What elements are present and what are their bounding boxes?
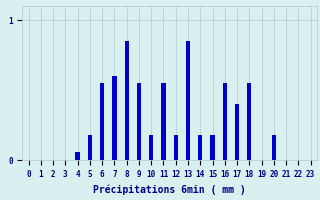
Bar bbox=[223, 83, 227, 160]
Bar bbox=[272, 135, 276, 160]
Bar bbox=[247, 83, 252, 160]
Bar bbox=[112, 76, 116, 160]
Bar bbox=[173, 135, 178, 160]
Bar bbox=[100, 83, 104, 160]
Bar bbox=[198, 135, 203, 160]
Bar bbox=[76, 152, 80, 160]
Bar bbox=[235, 104, 239, 160]
Bar bbox=[161, 83, 166, 160]
X-axis label: Précipitations 6min ( mm ): Précipitations 6min ( mm ) bbox=[93, 184, 246, 195]
Bar bbox=[124, 41, 129, 160]
Bar bbox=[137, 83, 141, 160]
Bar bbox=[210, 135, 215, 160]
Bar bbox=[149, 135, 153, 160]
Bar bbox=[186, 41, 190, 160]
Bar bbox=[88, 135, 92, 160]
